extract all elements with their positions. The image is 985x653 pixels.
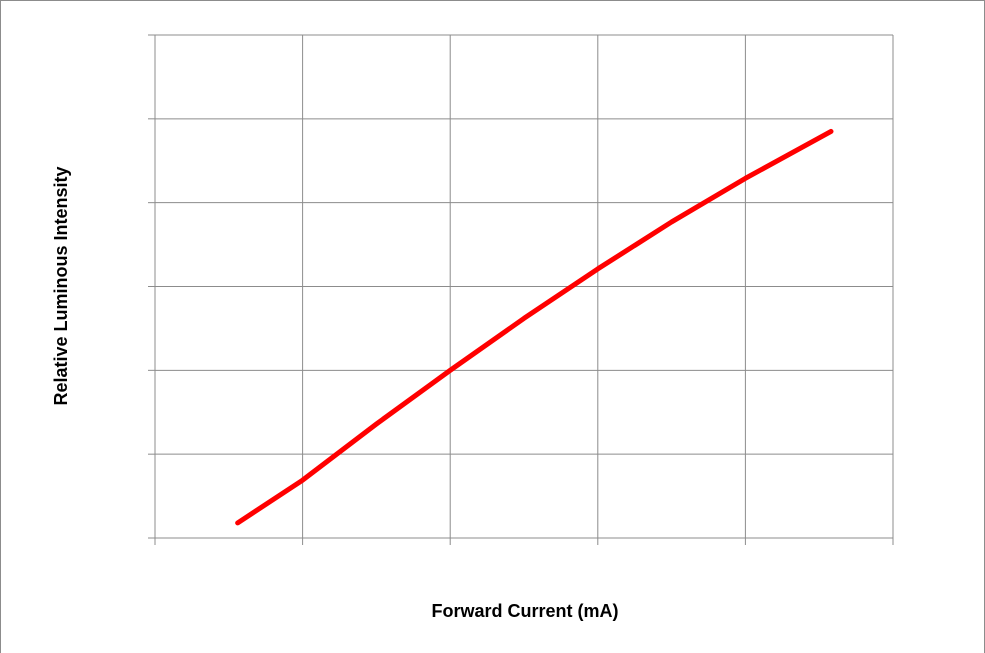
y-axis-label: Relative Luminous Intensity: [51, 166, 71, 405]
x-axis-label: Forward Current (mA): [431, 601, 618, 621]
data-line: [235, 128, 834, 526]
